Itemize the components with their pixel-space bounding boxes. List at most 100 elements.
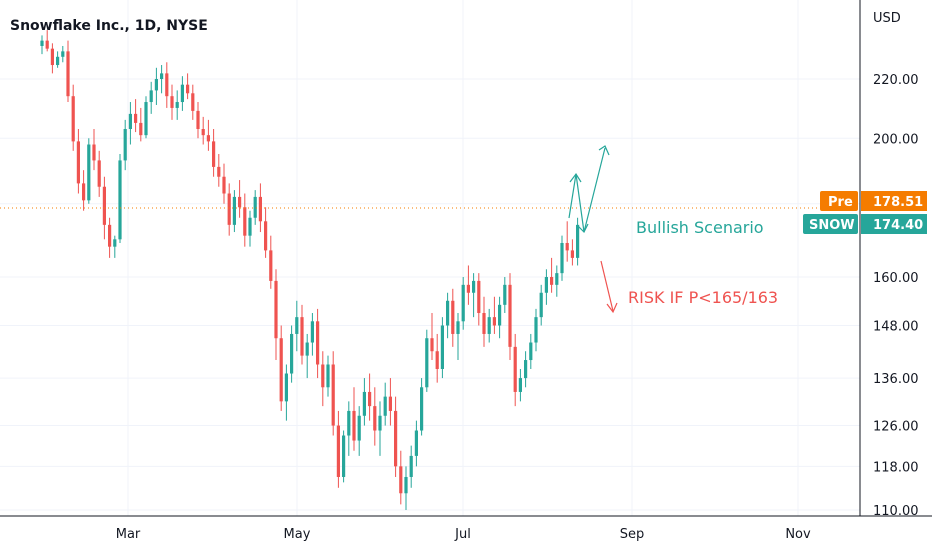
candle-body — [180, 84, 184, 103]
candle — [534, 308, 538, 352]
candle — [513, 333, 517, 407]
candle-body — [253, 196, 257, 218]
candle-body — [238, 196, 242, 208]
candle — [404, 466, 408, 510]
time-tick-label: Sep — [620, 527, 645, 542]
candle — [191, 84, 195, 120]
candle-body — [243, 207, 247, 236]
candle — [321, 351, 325, 407]
candle-body — [40, 40, 44, 46]
candles — [40, 30, 580, 510]
candle — [76, 129, 80, 194]
candle — [40, 35, 44, 55]
candle — [248, 210, 252, 247]
candle-body — [56, 56, 60, 66]
candle — [529, 333, 533, 369]
candle-body — [248, 217, 252, 236]
candle-body — [524, 360, 528, 379]
price-ticks[interactable]: 220.00200.00180.00160.00148.00136.00126.… — [873, 73, 919, 519]
candle-body — [518, 378, 522, 392]
candle-body — [170, 96, 174, 108]
candle — [461, 277, 465, 330]
candle-body — [123, 129, 127, 161]
candle-body — [388, 396, 392, 411]
candle — [347, 401, 351, 456]
candle-body — [383, 396, 387, 416]
candle — [212, 129, 216, 177]
candle — [274, 269, 278, 361]
pre-price-badge: Pre 178.51 — [820, 191, 927, 211]
candle — [175, 90, 179, 120]
last-price-badge: SNOW 174.40 — [803, 214, 927, 234]
candle — [435, 333, 439, 383]
candle — [394, 396, 398, 477]
candle-body — [498, 304, 502, 326]
candle — [139, 107, 143, 142]
candle-body — [347, 410, 351, 436]
candle-body — [316, 321, 320, 365]
candle-body — [232, 196, 236, 225]
candle-body — [394, 410, 398, 467]
candle — [440, 317, 444, 379]
candle — [300, 304, 304, 365]
candle-body — [461, 284, 465, 322]
candle — [113, 235, 117, 258]
candle-body — [492, 317, 496, 326]
grid — [0, 0, 860, 516]
candle — [154, 67, 158, 105]
candle-body — [227, 193, 231, 225]
candle — [342, 430, 346, 483]
candle — [227, 183, 231, 236]
candle — [108, 217, 112, 258]
pre-label-box — [820, 191, 858, 211]
candle-body — [284, 373, 288, 402]
candle-body — [118, 160, 122, 240]
candle — [326, 355, 330, 397]
candle-body — [399, 466, 403, 494]
candle — [508, 273, 512, 361]
time-tick-label: Jul — [454, 527, 471, 542]
price-tick-label: 200.00 — [873, 132, 919, 147]
candle-body — [76, 141, 80, 184]
pre-value-box — [861, 191, 927, 211]
candle — [555, 265, 559, 297]
candle-body — [560, 242, 564, 274]
bullish-arrowhead-1 — [569, 172, 582, 183]
candle-body — [555, 273, 559, 285]
candle — [253, 190, 257, 225]
candle-body — [290, 333, 294, 374]
time-tick-label: May — [284, 527, 311, 542]
time-tick-label: Nov — [785, 527, 811, 542]
candle-body — [534, 317, 538, 343]
candle-body — [544, 277, 548, 293]
candle-body — [144, 102, 148, 136]
pre-value: 178.51 — [873, 195, 923, 210]
risk-annotation: RISK IF P<165/163 — [628, 288, 778, 307]
time-ticks[interactable]: Mar May Jul Sep Nov — [116, 527, 811, 542]
candle-body — [570, 250, 574, 258]
candle — [61, 45, 65, 63]
candle-body — [87, 144, 91, 201]
candle — [503, 277, 507, 314]
candle-body — [487, 317, 491, 334]
candle-body — [82, 183, 86, 201]
candle — [409, 445, 413, 488]
candle-body — [196, 110, 200, 130]
candle — [388, 378, 392, 426]
candle — [232, 190, 236, 233]
candle-body — [430, 338, 434, 352]
candle-body — [279, 338, 283, 402]
candle — [50, 43, 54, 74]
candle-body — [550, 277, 554, 285]
candle — [186, 73, 190, 100]
candle-body — [191, 93, 195, 111]
candle — [87, 138, 91, 204]
candle-body — [92, 144, 96, 161]
candle — [383, 382, 387, 426]
bullish-zigzag — [568, 147, 606, 233]
risk-arrow-shaft — [600, 260, 614, 312]
candle-body — [321, 364, 325, 388]
candle-body — [206, 135, 210, 142]
candle — [238, 180, 242, 218]
candle-body — [97, 160, 101, 187]
